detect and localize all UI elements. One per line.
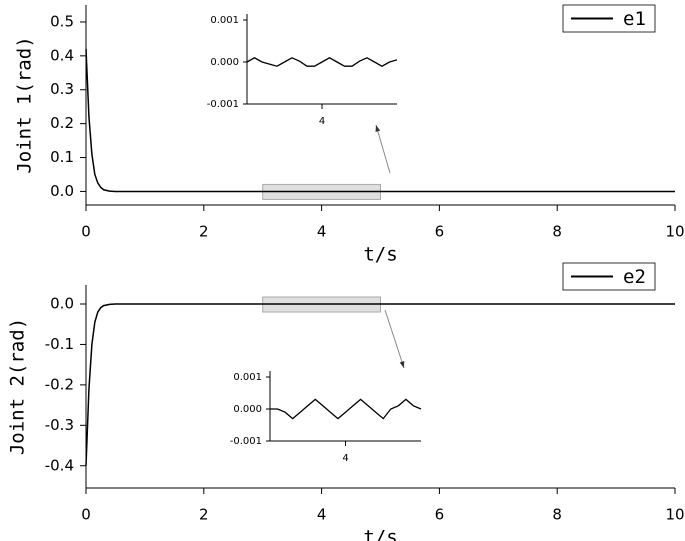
x-tick-label: 4 (317, 506, 327, 524)
inset-y-tick-label: 0.000 (210, 57, 239, 68)
x-tick-label: 4 (317, 223, 327, 241)
legend-label: e1 (623, 8, 646, 30)
x-tick-label: 0 (81, 223, 91, 241)
inset-line (246, 57, 398, 67)
inset-x-tick-label: 4 (342, 453, 348, 464)
inset-y-tick-label: -0.001 (230, 436, 262, 447)
zoom-arrow (375, 124, 391, 174)
arrow-head (399, 361, 405, 368)
series-line (85, 49, 675, 193)
inset-y-tick-label: 0.001 (233, 372, 262, 383)
y-tick-label: 0.2 (50, 114, 74, 132)
y-tick-label: 0.0 (50, 182, 74, 200)
inset-y-tick-label: -0.001 (207, 99, 239, 110)
x-tick-label: 2 (199, 223, 209, 241)
x-tick-label: 0 (81, 506, 91, 524)
series-line (85, 303, 675, 466)
y-axis-label: Joint 1(rad) (14, 36, 36, 173)
inset-x-tick-label: 4 (319, 116, 325, 127)
y-tick-label: 0.0 (50, 295, 74, 313)
y-axis-label: Joint 2(rad) (7, 318, 29, 455)
x-tick-label: 2 (199, 506, 209, 524)
inset-line (270, 398, 422, 420)
x-tick-label: 6 (435, 223, 445, 241)
y-tick-label: -0.4 (45, 456, 74, 474)
x-axis-label: t/s (363, 244, 397, 266)
zoom-arrow (384, 309, 405, 369)
x-tick-label: 6 (435, 506, 445, 524)
x-tick-label: 10 (665, 506, 684, 524)
y-tick-label: 0.5 (50, 12, 74, 30)
y-tick-label: 0.1 (50, 148, 74, 166)
y-tick-label: -0.3 (45, 416, 74, 434)
y-tick-label: -0.2 (45, 375, 74, 393)
x-tick-label: 8 (552, 506, 562, 524)
legend-label: e2 (623, 266, 646, 288)
x-tick-label: 8 (552, 223, 562, 241)
inset-y-tick-label: 0.001 (210, 15, 239, 26)
y-tick-label: -0.1 (45, 335, 74, 353)
y-tick-label: 0.3 (50, 80, 74, 98)
x-tick-label: 10 (665, 223, 684, 241)
y-tick-label: 0.4 (50, 46, 74, 64)
arrow-head (375, 125, 381, 132)
x-axis-label: t/s (363, 527, 397, 541)
inset-y-tick-label: 0.000 (233, 404, 262, 415)
